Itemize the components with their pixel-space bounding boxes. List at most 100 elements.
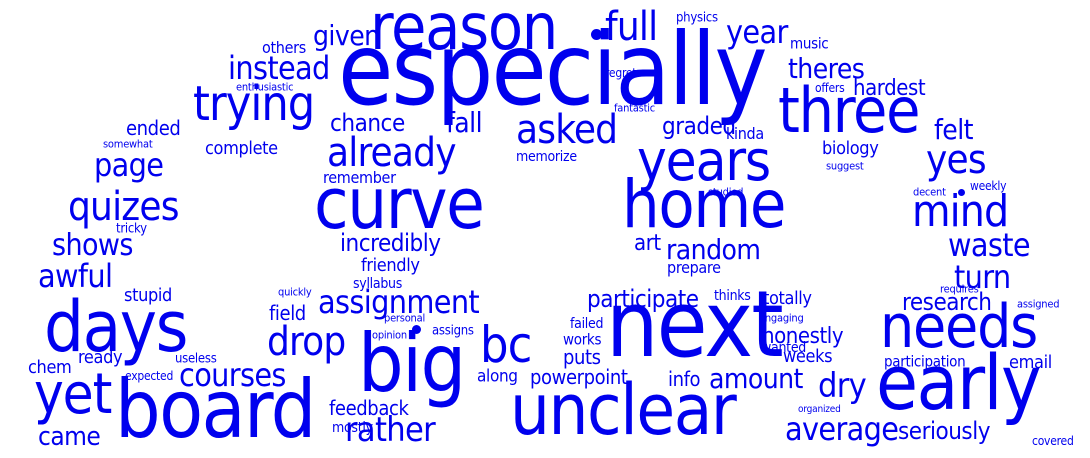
word-trying: trying <box>193 76 315 132</box>
word-big: big <box>358 317 466 410</box>
word-ended: ended <box>126 116 181 140</box>
word-assigned: assigned <box>1017 297 1060 311</box>
word-early: early <box>876 338 1041 427</box>
word-year: year <box>726 13 788 51</box>
word-mind: mind <box>912 186 1009 237</box>
word-remember: remember <box>323 168 396 187</box>
word-fantastic: fantastic <box>614 101 656 115</box>
word-seriously: seriously <box>898 417 991 445</box>
dot-marker-3 <box>958 189 965 196</box>
word-rather: rather <box>345 410 436 450</box>
word-yet: yet <box>34 362 112 427</box>
word-turn: turn <box>954 258 1011 296</box>
word-field: field <box>269 301 306 325</box>
word-prepare: prepare <box>667 258 721 277</box>
word-tricky: tricky <box>116 221 147 237</box>
word-came: came <box>38 422 101 452</box>
word-quizes: quizes <box>68 184 179 230</box>
word-incredibly: incredibly <box>340 229 441 257</box>
word-awful: awful <box>38 257 113 295</box>
word-puts: puts <box>563 345 601 369</box>
word-already: already <box>327 130 457 176</box>
word-unclear: unclear <box>510 369 737 451</box>
word-ready: ready <box>78 347 123 368</box>
word-thinks: thinks <box>714 288 751 304</box>
word-bc: bc <box>480 316 532 374</box>
word-graded: graded <box>662 112 736 140</box>
word-yes: yes <box>926 137 987 183</box>
word-assigns: assigns <box>432 323 474 339</box>
word-research: research <box>902 288 992 316</box>
word-participation: participation <box>884 352 966 371</box>
word-board: board <box>115 363 316 456</box>
word-expected: expected <box>125 369 174 383</box>
word-home: home <box>622 166 786 243</box>
dot-marker-1 <box>591 29 602 40</box>
word-powerpoint: powerpoint <box>530 365 628 389</box>
word-memorize: memorize <box>516 149 577 165</box>
word-enthusiastic: enthusiastic <box>236 80 294 94</box>
word-curve: curve <box>314 163 485 245</box>
word-works: works <box>563 330 602 349</box>
word-shows: shows <box>52 228 133 263</box>
word-somewhat: somewhat <box>103 137 153 151</box>
word-stupid: stupid <box>124 285 172 306</box>
word-others: others <box>262 38 306 57</box>
word-info: info <box>668 367 701 391</box>
word-personal: personal <box>384 311 425 325</box>
word-feedback: feedback <box>329 396 409 420</box>
word-three: three <box>778 74 920 147</box>
word-next: next <box>606 271 784 378</box>
word-email: email <box>1009 352 1052 373</box>
word-weekly: weekly <box>970 179 1007 193</box>
word-quickly: quickly <box>278 285 312 299</box>
word-weeks: weeks <box>783 346 833 367</box>
word-physics: physics <box>676 10 718 26</box>
word-music: music <box>790 34 829 53</box>
word-decent: decent <box>913 185 946 199</box>
word-failed: failed <box>570 316 604 332</box>
word-page: page <box>94 146 164 184</box>
word-engaging: engaging <box>759 311 804 325</box>
word-biology: biology <box>822 138 879 159</box>
word-reason: reason <box>370 0 558 65</box>
word-useless: useless <box>175 351 217 367</box>
word-chance: chance <box>330 109 405 137</box>
word-totally: totally <box>763 288 812 309</box>
word-asked: asked <box>516 107 618 153</box>
word-days: days <box>44 286 188 368</box>
word-wanted: wanted <box>761 340 807 356</box>
word-fall: fall <box>446 106 483 139</box>
word-mostly: mostly <box>332 420 373 436</box>
word-courses: courses <box>179 356 286 394</box>
word-given: given <box>313 19 380 52</box>
word-opinion: opinion <box>372 328 407 342</box>
word-assignment: assignment <box>318 283 480 321</box>
word-participate: participate <box>587 285 699 313</box>
dot-marker-2 <box>412 325 421 334</box>
word-hardest: hardest <box>853 76 926 101</box>
word-offers: offers <box>815 81 845 95</box>
word-organized: organized <box>798 404 841 415</box>
word-covered: covered <box>1032 434 1074 448</box>
word-theres: theres <box>788 52 865 85</box>
word-along: along <box>477 366 518 387</box>
word-complete: complete <box>205 138 278 159</box>
word-dry: dry <box>818 366 867 406</box>
word-requires: requires <box>940 282 979 296</box>
word-honestly: honestly <box>762 324 844 349</box>
word-random: random <box>666 233 761 266</box>
word-suggest: suggest <box>826 159 864 173</box>
word-instead: instead <box>228 49 330 87</box>
word-average: average <box>785 410 899 448</box>
word-studied: studied <box>708 185 744 199</box>
word-waste: waste <box>948 226 1031 264</box>
word-amount: amount <box>709 362 803 395</box>
word-chem: chem <box>28 357 72 378</box>
word-syllabus: syllabus <box>353 276 403 292</box>
word-friendly: friendly <box>361 255 420 276</box>
word-art: art <box>634 231 661 256</box>
word-especially: especially <box>338 11 768 128</box>
word-years: years <box>637 129 771 194</box>
